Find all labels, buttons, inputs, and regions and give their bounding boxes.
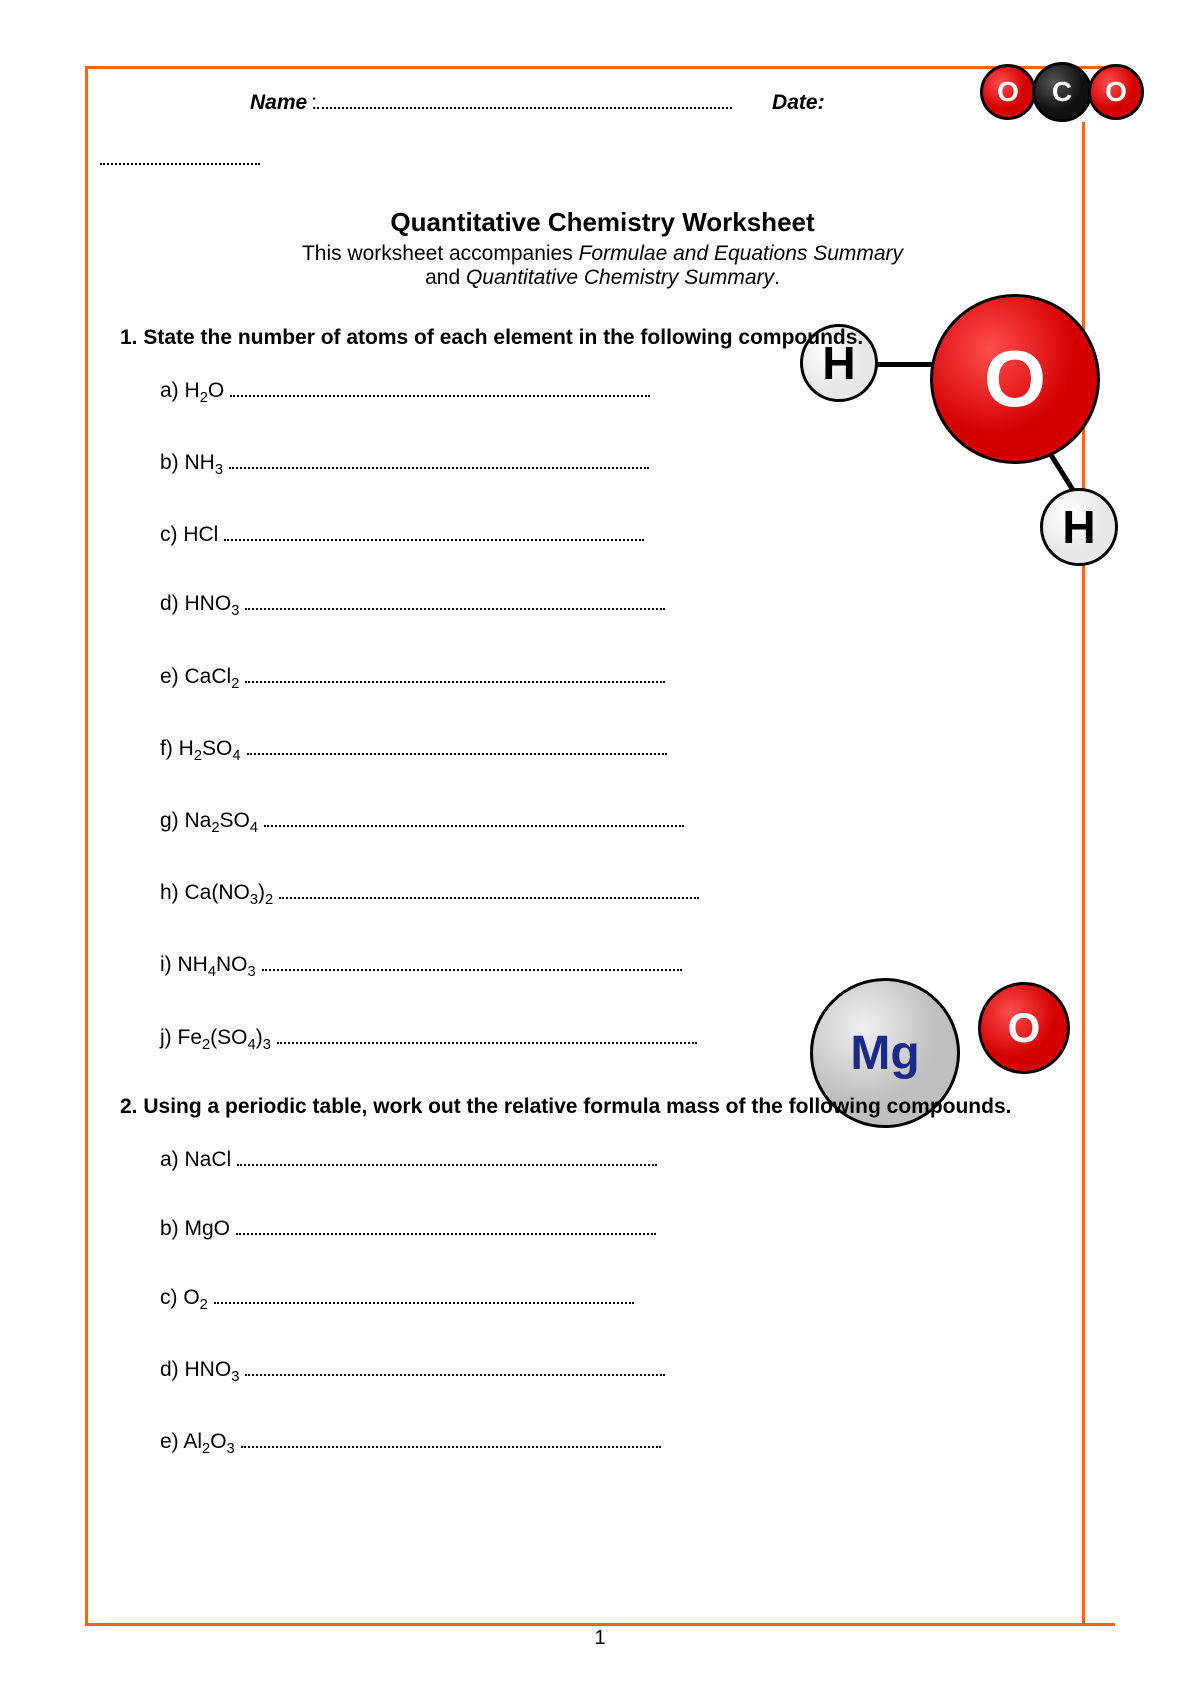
answer-row: j) Fe2(SO4)3 [160,1023,1085,1053]
answer-blank[interactable] [245,662,665,683]
answer-blank[interactable] [264,806,684,827]
answer-row: h) Ca(NO3)2 [160,878,1085,908]
name-blank[interactable] [317,88,732,109]
answer-row: i) NH4NO3 [160,950,1085,980]
answer-blank[interactable] [237,1145,657,1166]
answer-row: b) MgO [160,1214,1085,1241]
answer-row: a) NaCl [160,1145,1085,1172]
answer-blank[interactable] [245,1355,665,1376]
formula-label: j) Fe2(SO4)3 [160,1026,271,1053]
formula-label: e) CaCl2 [160,665,239,692]
answer-blank[interactable] [224,520,644,541]
date-blank[interactable] [100,149,260,165]
formula-label: e) Al2O3 [160,1430,235,1457]
formula-label: a) NaCl [160,1148,231,1172]
question-1-items: a) H2O b) NH3 c) HCl d) HNO3 e) CaCl2 f) H2SO… [160,376,1085,1053]
answer-blank[interactable] [236,1214,656,1235]
answer-blank[interactable] [245,589,665,610]
formula-label: g) Na2SO4 [160,809,258,836]
date-label: Date: [772,91,825,115]
formula-label: a) H2O [160,379,224,406]
answer-row: b) NH3 [160,448,1085,478]
formula-label: d) HNO3 [160,592,239,619]
question-1: 1. State the number of atoms of each ele… [120,326,1085,350]
question-2: 2. Using a periodic table, work out the … [120,1095,1085,1119]
answer-row: e) CaCl2 [160,662,1085,692]
formula-label: i) NH4NO3 [160,953,256,980]
name-label: Name [250,91,307,115]
formula-label: c) HCl [160,523,218,547]
answer-blank[interactable] [277,1023,697,1044]
worksheet-content: Name: Date: Quantitative Chemistry Works… [120,80,1085,1499]
answer-blank[interactable] [262,950,682,971]
header-row: Name: Date: [250,88,1085,115]
formula-label: f) H2SO4 [160,737,241,764]
answer-blank[interactable] [241,1427,661,1448]
formula-label: d) HNO3 [160,1358,239,1385]
answer-row: a) H2O [160,376,1085,406]
title-block: Quantitative Chemistry Worksheet This wo… [120,207,1085,290]
answer-blank[interactable] [247,734,667,755]
answer-blank[interactable] [279,878,699,899]
answer-row: e) Al2O3 [160,1427,1085,1457]
formula-label: b) NH3 [160,451,223,478]
answer-blank[interactable] [230,376,650,397]
answer-row: g) Na2SO4 [160,806,1085,836]
formula-label: c) O2 [160,1286,208,1313]
atom-o: O [1088,64,1144,120]
answer-blank[interactable] [229,448,649,469]
worksheet-subtitle: This worksheet accompanies Formulae and … [120,242,1085,290]
formula-label: b) MgO [160,1217,230,1241]
answer-row: c) O2 [160,1283,1085,1313]
worksheet-title: Quantitative Chemistry Worksheet [120,207,1085,238]
answer-blank[interactable] [214,1283,634,1304]
answer-row: d) HNO3 [160,589,1085,619]
answer-row: f) H2SO4 [160,734,1085,764]
answer-row: d) HNO3 [160,1355,1085,1385]
page-number: 1 [0,1627,1200,1650]
question-2-items: a) NaCl b) MgO c) O2 d) HNO3 e) Al2O3 [160,1145,1085,1458]
answer-row: c) HCl [160,520,1085,547]
formula-label: h) Ca(NO3)2 [160,881,273,908]
